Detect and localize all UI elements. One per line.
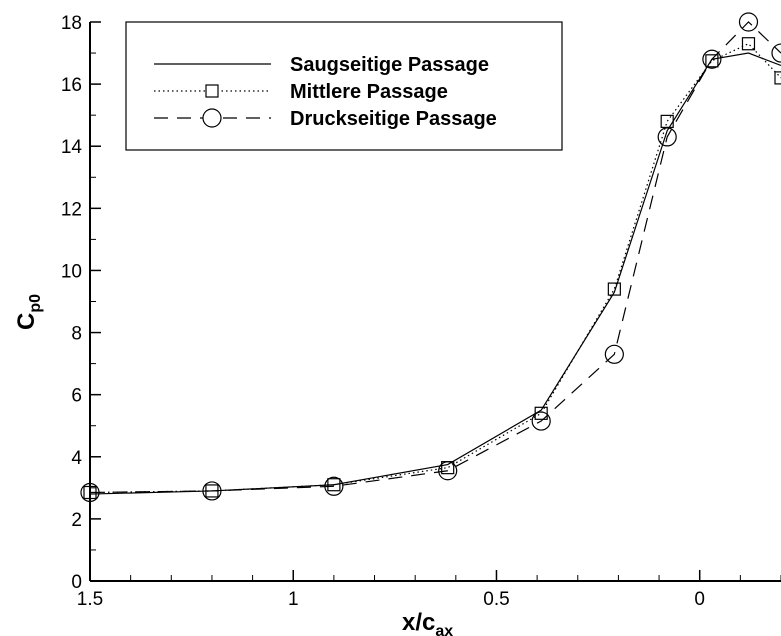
x-tick-label: 1.5 [77,589,103,610]
y-tick-label: 0 [71,572,82,593]
data-point [327,478,341,492]
x-tick-label: 0.5 [483,589,509,610]
y-axis-label: Cp0 [13,294,44,330]
legend: Saugseitige Passage Mittlere Passage Druck… [125,21,563,151]
data-point [80,482,100,503]
data-point [324,476,344,496]
y-tick-label: 16 [61,75,82,96]
y-tick-label: 8 [71,324,82,345]
legend-label: Saugseitige Passage [290,54,489,76]
series-line [89,52,781,495]
series-line [89,21,781,494]
data-point [660,114,674,128]
series-line [89,43,781,494]
data-point [438,461,458,481]
legend-marker [202,108,222,128]
data-point [607,282,621,296]
data-point [741,37,756,51]
legend-entry: Mittlere Passage [154,81,448,103]
series-3 [80,12,781,503]
data-point [702,49,722,69]
data-point [604,344,624,364]
data-point [705,54,719,68]
legend-entry: Saugseitige Passage [154,54,489,76]
data-point [531,411,551,431]
y-tick-label: 18 [61,13,82,34]
data-point [774,71,781,85]
data-point [738,12,759,32]
y-tick-label: 6 [71,386,82,407]
y-tick-label: 2 [71,510,82,531]
y-tick-label: 4 [71,448,82,469]
y-tick-label: 14 [61,137,83,158]
legend-entry: Druckseitige Passage [154,108,497,130]
x-tick-label: 0 [694,589,705,610]
legend-box [125,21,563,151]
legend-label: Mittlere Passage [290,81,448,103]
series-2 [83,37,781,500]
data-point [534,406,548,420]
x-axis-label-sub: ax [435,623,453,636]
x-axis-label-main: x/c [402,609,435,636]
legend-label: Druckseitige Passage [290,108,497,130]
series-1 [89,52,781,495]
y-tick-label: 10 [61,261,82,282]
legend-marker [205,84,219,98]
y-axis-label-main: C [13,313,40,330]
data-point [657,127,677,147]
y-tick-label: 12 [61,199,82,220]
x-tick-label: 1 [288,589,299,610]
data-point [771,43,781,63]
y-axis-label-sub: p0 [27,294,44,313]
axes: 0 2 4 6 8 10 12 14 16 18 1.5 1 0.5 0 [61,13,781,610]
data-point [202,481,222,501]
series-layer [80,12,781,503]
x-axis-label: x/cax [402,609,453,636]
